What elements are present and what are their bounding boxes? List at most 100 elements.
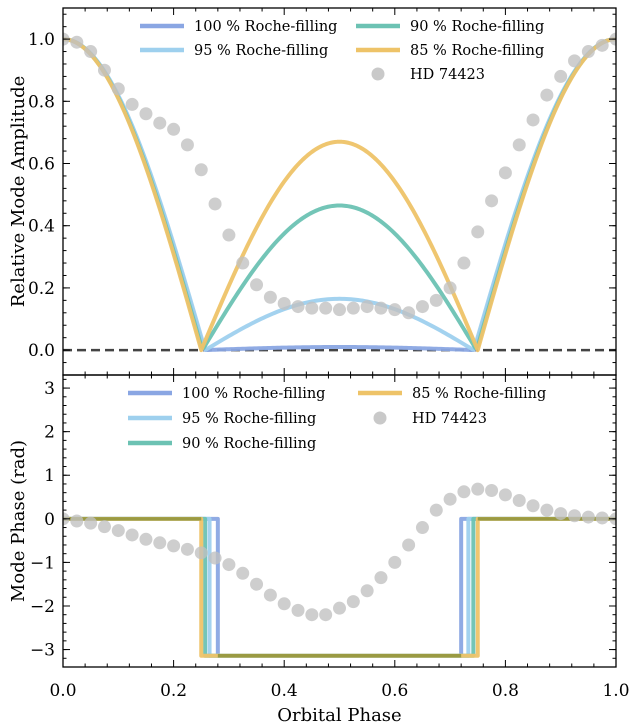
data-point [512,138,526,152]
amplitude-panel: 0.0 0.2 0.4 0.6 0.8 1.0 Relative Mode Amplitud… [8,7,617,376]
data-point [554,507,568,521]
data-point [263,588,277,602]
series-line-3 [63,37,616,351]
data-point [429,503,443,517]
axes-frame [62,374,617,668]
data-point [305,301,319,315]
data-point [236,566,250,580]
data-point [111,82,125,96]
y-tick-label: 0 [44,510,55,530]
x-tick-label: 0.4 [271,681,298,701]
data-point [167,122,181,136]
legend-label-1: 100 % Roche-filling [194,19,337,35]
data-point [485,194,499,208]
data-point [291,603,305,617]
data-point [153,116,167,130]
data-point [263,290,277,304]
data-point [498,166,512,180]
data-point [471,225,485,239]
data-point [180,542,194,556]
data-point [457,485,471,499]
data-point [139,532,153,546]
data-point [111,524,125,538]
data-point [346,595,360,609]
data-point [333,601,346,615]
plot-area [63,32,616,353]
legend-label-4: 85 % Roche-filling [412,386,546,402]
y-tick-label: 2 [44,423,55,443]
data-point [208,197,222,211]
data-point [526,499,540,513]
data-point [415,521,429,535]
data-point [568,509,582,523]
data-point [581,510,595,524]
data-point [360,584,374,598]
data-point [581,45,595,59]
y-tick-label: −3 [30,641,55,661]
legend-marker-observed [371,67,385,81]
data-point [498,488,512,502]
legend-marker-observed [373,411,387,425]
series-line-2 [63,37,616,352]
x-axis-label: Orbital Phase [277,705,401,725]
data-point [139,107,153,121]
legend: 100 % Roche-filling 95 % Roche-filling 90 … [140,19,544,83]
x-tick-label: 0.8 [492,681,519,701]
data-point [554,69,568,83]
y-axis-label: Relative Mode Amplitude [8,76,29,308]
data-point [291,300,305,314]
legend-label-4: 85 % Roche-filling [410,43,544,59]
data-point [194,163,208,177]
data-point [443,492,457,506]
plot-area [63,482,616,658]
data-point [277,597,291,611]
y-tick-label: 0.0 [28,341,55,361]
data-point [526,113,540,127]
data-point [485,483,499,497]
legend-label-observed: HD 74423 [410,67,485,83]
y-tick-label: 0.2 [28,279,55,299]
data-point [568,54,582,68]
data-point [388,555,402,569]
data-point [194,546,208,560]
data-point [84,45,98,59]
series-line-4 [63,37,616,353]
data-point [208,551,222,565]
y-tick-label: 1.0 [28,30,55,50]
y-tick-label: 3 [44,379,55,399]
y-tick-label: 0.6 [28,155,55,175]
data-point [277,296,291,310]
legend-label-observed: HD 74423 [412,411,487,427]
x-tick-label: 0.2 [160,681,187,701]
data-point [388,303,402,317]
data-point [374,571,388,585]
data-point [180,138,194,152]
data-point [222,228,236,242]
axes-frame [62,7,617,376]
phase-panel: 0.0 0.2 0.4 0.6 0.8 1.0 Orbital Phase −3 −2 −1 0 1 2… [8,374,630,725]
data-point [429,293,443,307]
y-tick-label: −2 [30,597,55,617]
data-point [471,482,485,496]
legend: 100 % Roche-filling 95 % Roche-filling 90 … [128,386,546,452]
data-point [125,97,139,111]
y-tick-label: 0.4 [28,217,55,237]
data-point [540,503,554,517]
legend-label-1: 100 % Roche-filling [182,386,325,402]
y-tick-label: 1 [44,466,55,486]
data-point [512,494,526,508]
data-point [125,528,139,542]
data-point [250,278,264,292]
y-tick-label: −1 [30,553,55,573]
data-point [319,301,333,315]
data-point [319,608,333,622]
legend-label-3: 90 % Roche-filling [410,19,544,35]
y-tick-label: 0.8 [28,92,55,112]
data-point [360,300,374,314]
data-point [415,300,429,314]
data-point [70,35,84,49]
data-point [153,536,167,550]
data-point [595,38,609,52]
data-point [84,516,98,530]
data-point [595,511,609,525]
